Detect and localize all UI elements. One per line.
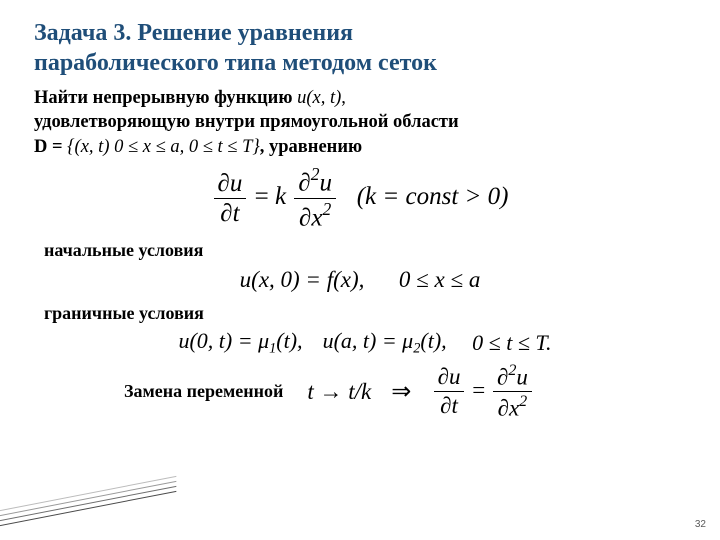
den: ∂x2: [294, 199, 336, 232]
desc-p1c: ,: [341, 88, 346, 108]
decor-line: [0, 476, 176, 515]
boundary-conditions-eq: u(0, t) = μ1(t), u(a, t) = μ2(t), 0 ≤ t …: [34, 328, 686, 357]
implies-icon: ⇒: [383, 377, 419, 406]
desc-p2: удовлетворяющую внутри прямоугольной обл…: [34, 112, 459, 132]
desc-p3c: , уравнению: [260, 137, 362, 157]
desc-uxt: u(x, t): [297, 88, 341, 108]
title-line-2: параболического типа методом сеток: [34, 50, 437, 76]
desc-domain: {(x, t) 0 ≤ x ≤ a, 0 ≤ t ≤ T}: [67, 137, 260, 157]
frac-d2u-dx2: ∂2u ∂x2: [294, 165, 336, 232]
initial-conditions-label: начальные условия: [44, 240, 686, 261]
substitution-label: Замена переменной: [124, 381, 283, 402]
decor-line: [0, 491, 176, 530]
slide-title: Задача 3. Решение уравнения параболическ…: [34, 18, 686, 78]
subst-lhs: t → t/k: [307, 379, 371, 405]
slide: Задача 3. Решение уравнения параболическ…: [0, 0, 720, 540]
desc-p1a: Найти непрерывную функцию: [34, 88, 297, 108]
bc-left: u(0, t) = μ1(t),: [178, 328, 302, 357]
page-number: 32: [695, 519, 706, 530]
equals: =: [248, 183, 275, 210]
den: ∂t: [214, 199, 247, 228]
title-line-1: Задача 3. Решение уравнения: [34, 20, 353, 46]
bc-range: 0 ≤ t ≤ T.: [467, 330, 552, 356]
decorative-lines: [0, 462, 140, 532]
bc-right: u(a, t) = μ2(t),: [323, 328, 447, 357]
substitution-eq: t → t/k ⇒ ∂u ∂t = ∂2u ∂x2: [307, 362, 534, 422]
num: ∂2u: [294, 165, 336, 199]
frac-du-dt: ∂u ∂t: [214, 170, 247, 228]
desc-p3a: D =: [34, 137, 67, 157]
main-equation: ∂u ∂t = k ∂2u ∂x2 (k = const > 0): [34, 165, 686, 232]
initial-conditions-eq: u(x, 0) = f(x), 0 ≤ x ≤ a: [34, 267, 686, 293]
substitution-row: Замена переменной t → t/k ⇒ ∂u ∂t = ∂2u …: [34, 362, 686, 422]
num: ∂u: [214, 170, 247, 200]
problem-description: Найти непрерывную функцию u(x, t), удовл…: [34, 86, 686, 159]
frac-d2u-dx2-2: ∂2u ∂x2: [493, 362, 532, 422]
k-coef: k: [275, 183, 292, 210]
frac-du-dt-2: ∂u ∂t: [434, 364, 465, 419]
subst-rhs: ∂u ∂t = ∂2u ∂x2: [432, 362, 534, 422]
boundary-conditions-label: граничные условия: [44, 303, 686, 324]
decor-line: [0, 486, 176, 525]
k-const: (k = const > 0): [338, 183, 509, 210]
decor-line: [0, 481, 176, 520]
